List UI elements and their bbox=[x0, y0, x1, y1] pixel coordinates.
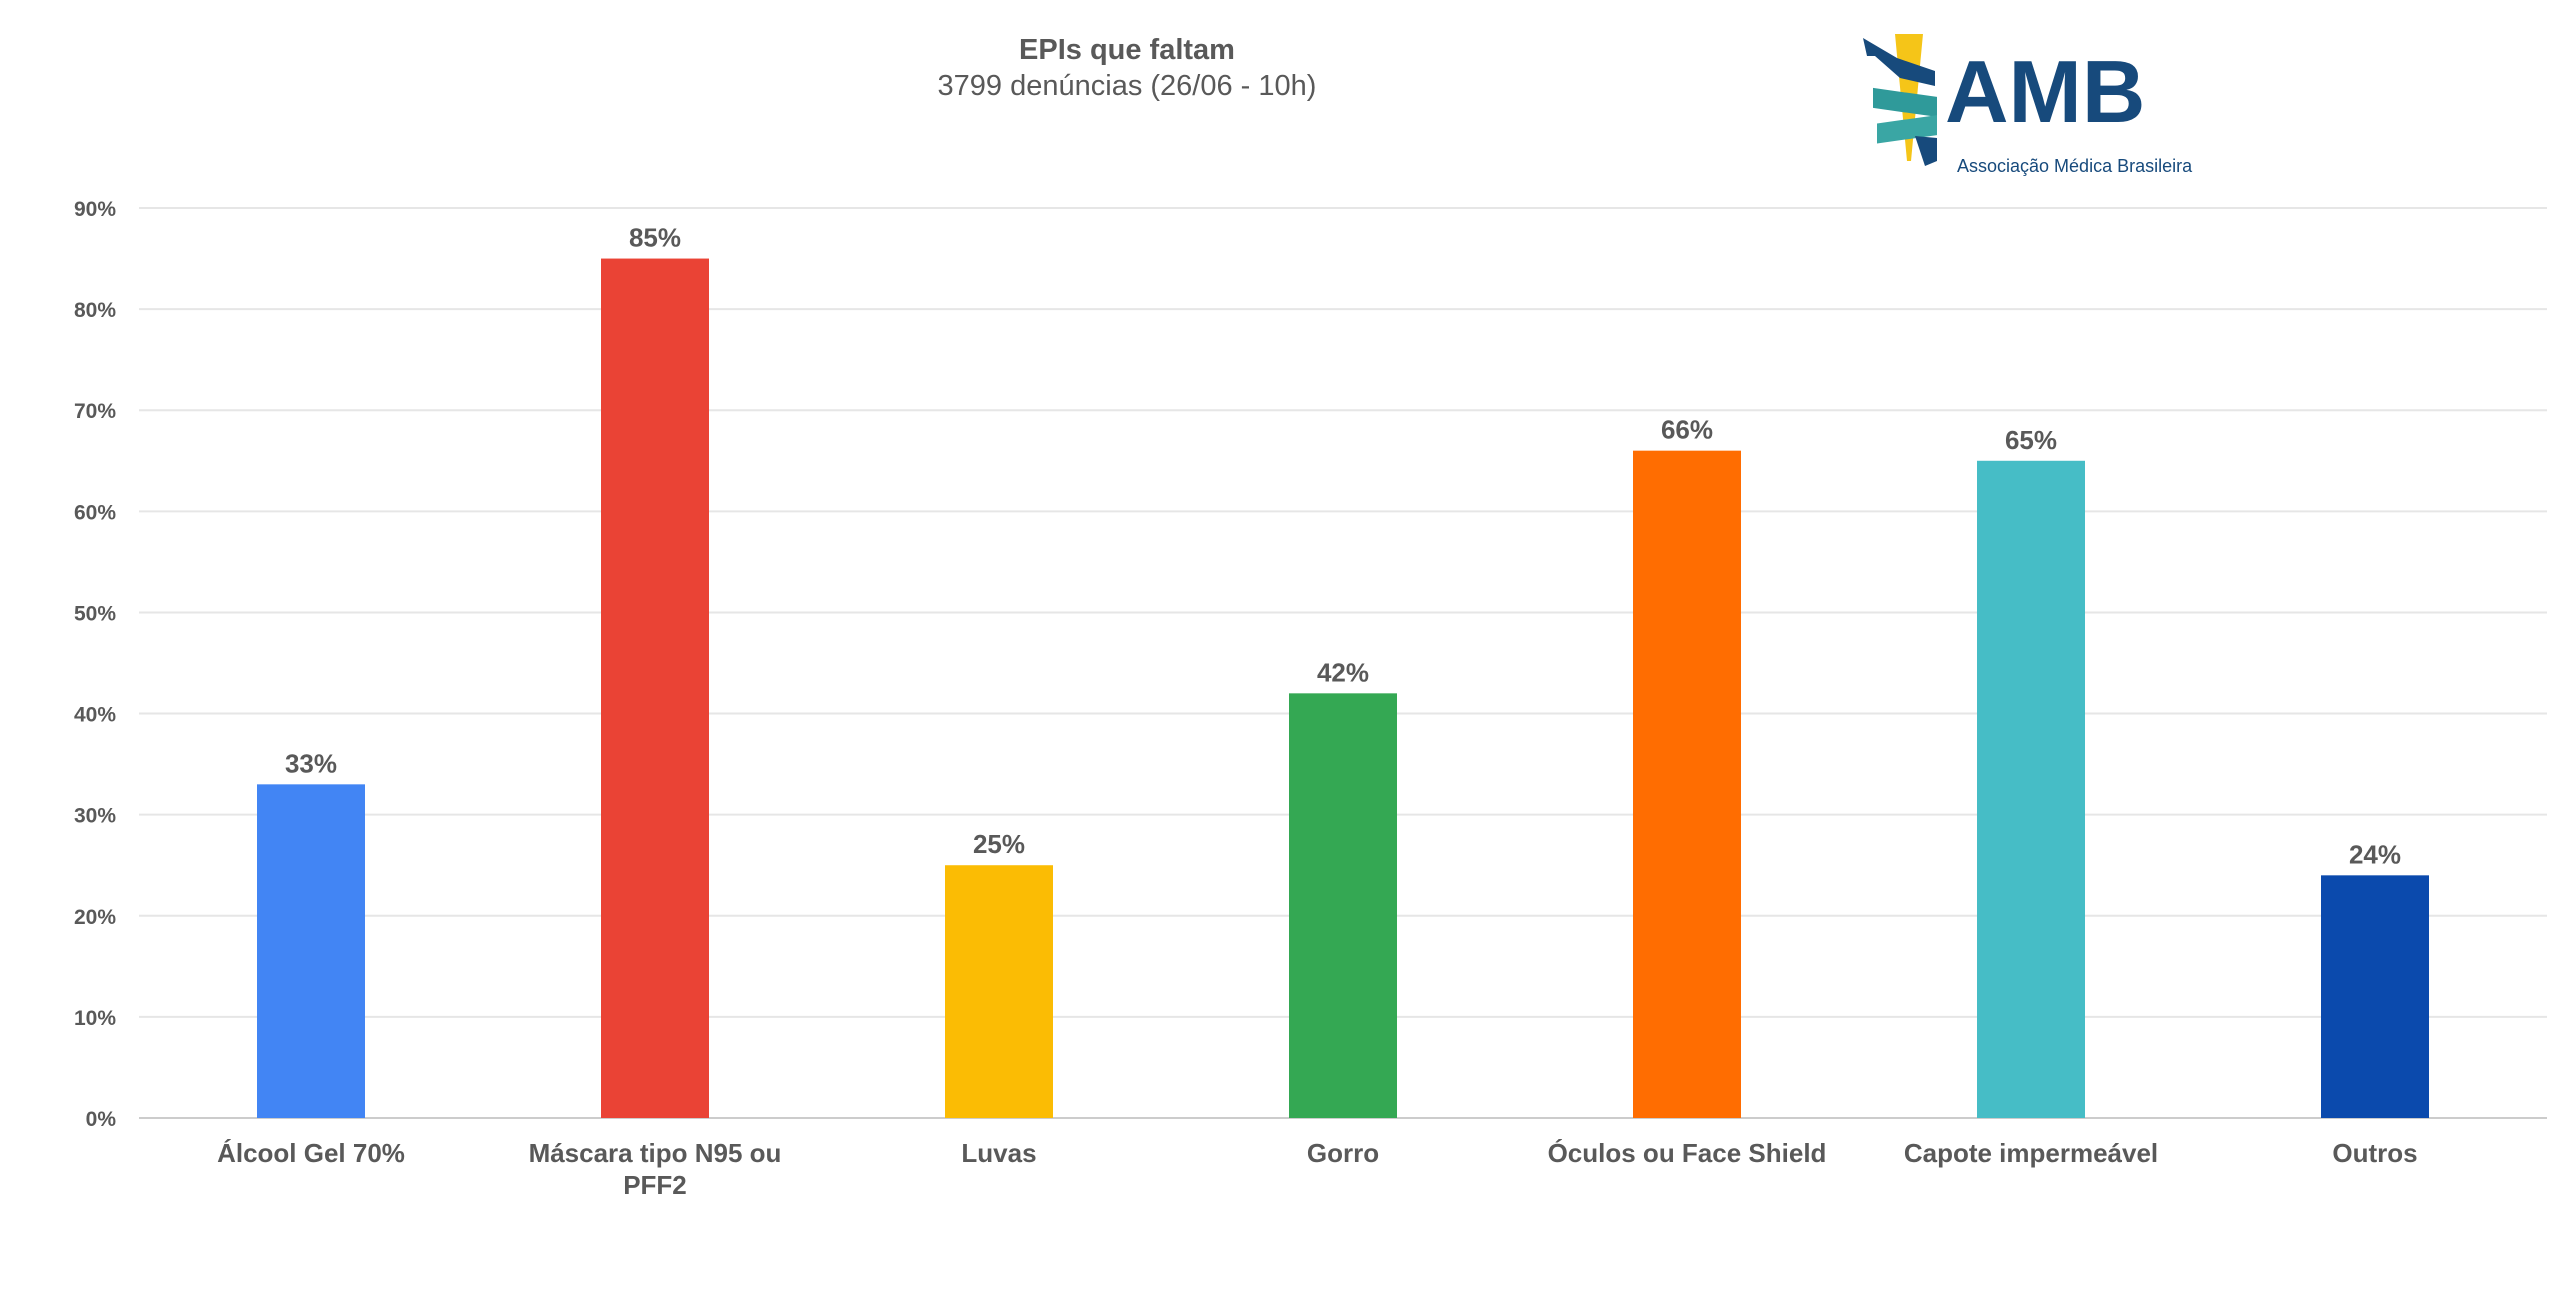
x-tick-label: Outros bbox=[2332, 1138, 2417, 1168]
bar bbox=[1977, 460, 2085, 1118]
y-tick-label: 50% bbox=[74, 602, 116, 625]
bar bbox=[2321, 875, 2429, 1118]
x-tick-label: Gorro bbox=[1307, 1138, 1379, 1168]
logo-tagline: Associação Médica Brasileira bbox=[1957, 156, 2193, 176]
data-label: 65% bbox=[2005, 425, 2057, 455]
y-tick-label: 30% bbox=[74, 805, 116, 828]
y-tick-label: 90% bbox=[74, 198, 116, 221]
y-tick-label: 0% bbox=[86, 1108, 117, 1131]
x-tick-label: Capote impermeável bbox=[1904, 1138, 2158, 1168]
y-tick-label: 60% bbox=[74, 501, 116, 524]
x-tick-label: Luvas bbox=[961, 1138, 1036, 1168]
amb-logo: AMB Associação Médica Brasileira bbox=[1845, 26, 2245, 186]
x-tick-label: Álcool Gel 70% bbox=[217, 1138, 405, 1168]
bar bbox=[1633, 450, 1741, 1119]
chart-title: EPIs que faltam bbox=[1019, 34, 1235, 66]
chart-subtitle: 3799 denúncias (26/06 - 10h) bbox=[937, 70, 1317, 102]
y-tick-label: 40% bbox=[74, 704, 116, 727]
bar bbox=[257, 784, 365, 1118]
logo-name: AMB bbox=[1945, 42, 2145, 141]
y-tick-label: 70% bbox=[74, 400, 116, 423]
y-tick-label: 10% bbox=[74, 1007, 116, 1030]
data-label: 42% bbox=[1317, 657, 1369, 687]
bar bbox=[601, 258, 709, 1118]
x-tick-label: Máscara tipo N95 ou PFF2 bbox=[529, 1138, 782, 1200]
y-tick-label: 20% bbox=[74, 906, 116, 929]
x-tick-label: Óculos ou Face Shield bbox=[1548, 1138, 1827, 1168]
data-label: 24% bbox=[2349, 839, 2401, 869]
data-label: 66% bbox=[1661, 415, 1713, 445]
data-label: 85% bbox=[629, 223, 681, 253]
data-label: 33% bbox=[285, 748, 337, 778]
bar bbox=[1289, 693, 1397, 1118]
bar bbox=[945, 865, 1053, 1118]
data-label: 25% bbox=[973, 829, 1025, 859]
y-tick-label: 80% bbox=[74, 299, 116, 322]
